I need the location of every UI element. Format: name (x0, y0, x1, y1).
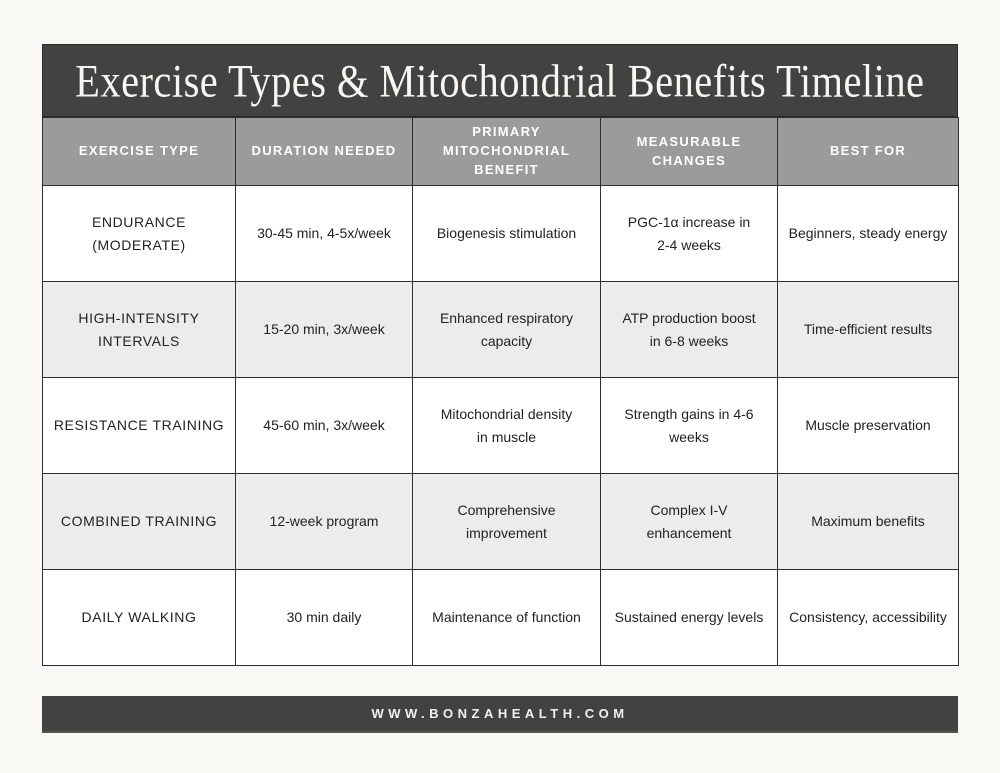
page-title: Exercise Types & Mitochondrial Benefits … (75, 54, 925, 107)
changes-cell: Strength gains in 4-6 weeks (600, 377, 778, 474)
benefit-cell: Enhanced respiratory capacity (412, 281, 601, 378)
column-header-primary-benefit: PRIMARY MITOCHONDRIAL BENEFIT (412, 117, 601, 186)
duration-cell: 30-45 min, 4-5x/week (235, 185, 413, 282)
exercise-type-cell: HIGH-INTENSITY INTERVALS (42, 281, 236, 378)
duration-cell: 45-60 min, 3x/week (235, 377, 413, 474)
table-row: HIGH-INTENSITY INTERVALS 15-20 min, 3x/w… (42, 281, 959, 378)
benefit-cell: Mitochondrial density in muscle (412, 377, 601, 474)
benefit-cell: Maintenance of function (412, 569, 601, 666)
table-row: RESISTANCE TRAINING 45-60 min, 3x/week M… (42, 377, 959, 474)
duration-cell: 12-week program (235, 473, 413, 570)
best-for-cell: Time-efficient results (777, 281, 959, 378)
table-row: ENDURANCE (MODERATE) 30-45 min, 4-5x/wee… (42, 185, 959, 282)
changes-cell: Complex I-V enhancement (600, 473, 778, 570)
benefits-table: EXERCISE TYPE DURATION NEEDED PRIMARY MI… (42, 117, 959, 666)
exercise-type-cell: ENDURANCE (MODERATE) (42, 185, 236, 282)
best-for-cell: Maximum benefits (777, 473, 959, 570)
table-row: DAILY WALKING 30 min daily Maintenance o… (42, 569, 959, 666)
changes-cell: ATP production boost in 6-8 weeks (600, 281, 778, 378)
column-header-measurable-changes: MEASURABLE CHANGES (600, 117, 778, 186)
column-header-exercise-type: EXERCISE TYPE (42, 117, 236, 186)
duration-cell: 15-20 min, 3x/week (235, 281, 413, 378)
table-row: COMBINED TRAINING 12-week program Compre… (42, 473, 959, 570)
duration-cell: 30 min daily (235, 569, 413, 666)
best-for-cell: Muscle preservation (777, 377, 959, 474)
website-url: WWW.BONZAHEALTH.COM (371, 706, 629, 721)
table-header-row: EXERCISE TYPE DURATION NEEDED PRIMARY MI… (42, 117, 959, 186)
best-for-cell: Consistency, accessibility (777, 569, 959, 666)
changes-cell: Sustained energy levels (600, 569, 778, 666)
benefit-cell: Biogenesis stimulation (412, 185, 601, 282)
exercise-type-cell: COMBINED TRAINING (42, 473, 236, 570)
title-banner: Exercise Types & Mitochondrial Benefits … (42, 44, 958, 117)
exercise-type-cell: DAILY WALKING (42, 569, 236, 666)
best-for-cell: Beginners, steady energy (777, 185, 959, 282)
benefit-cell: Comprehensive improvement (412, 473, 601, 570)
column-header-best-for: BEST FOR (777, 117, 959, 186)
changes-cell: PGC-1α increase in 2-4 weeks (600, 185, 778, 282)
footer-banner: WWW.BONZAHEALTH.COM (42, 696, 958, 733)
exercise-type-cell: RESISTANCE TRAINING (42, 377, 236, 474)
column-header-duration-needed: DURATION NEEDED (235, 117, 413, 186)
